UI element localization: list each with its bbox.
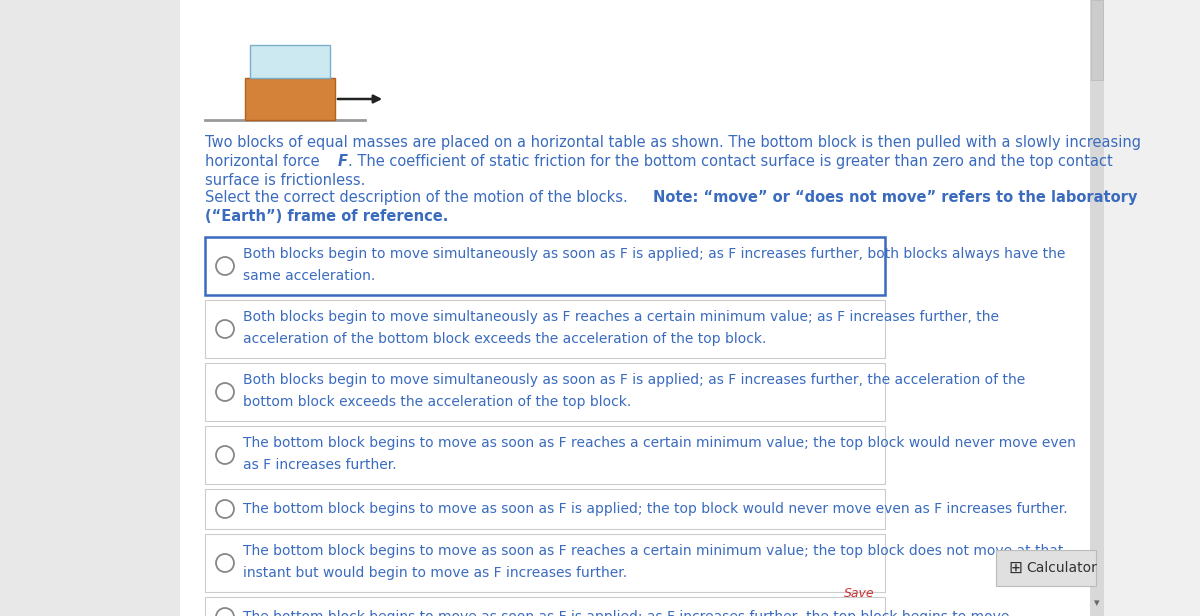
Text: F: F: [338, 154, 348, 169]
Text: The bottom block begins to move as soon as F is applied; as F increases further,: The bottom block begins to move as soon …: [242, 610, 1014, 616]
Text: Two blocks of equal masses are placed on a horizontal table as shown. The bottom: Two blocks of equal masses are placed on…: [205, 135, 1141, 150]
Bar: [205, 597, 886, 616]
Text: acceleration of the bottom block exceeds the acceleration of the top block.: acceleration of the bottom block exceeds…: [242, 333, 767, 346]
Bar: [1090, 0, 1200, 616]
Text: Select the correct description of the motion of the blocks.: Select the correct description of the mo…: [205, 190, 632, 205]
Text: . The coefficient of static friction for the bottom contact surface is greater t: . The coefficient of static friction for…: [348, 154, 1112, 169]
Text: bottom block exceeds the acceleration of the top block.: bottom block exceeds the acceleration of…: [242, 395, 631, 410]
Text: ▾: ▾: [1094, 598, 1100, 608]
Text: Both blocks begin to move simultaneously as F reaches a certain minimum value; a: Both blocks begin to move simultaneously…: [242, 310, 998, 325]
Text: Note: “move” or “does not move” refers to the laboratory: Note: “move” or “does not move” refers t…: [653, 190, 1138, 205]
Bar: [205, 426, 886, 484]
Bar: [205, 489, 886, 529]
Bar: [205, 363, 886, 421]
Bar: [250, 45, 330, 78]
Bar: [205, 534, 886, 592]
Text: instant but would begin to move as F increases further.: instant but would begin to move as F inc…: [242, 567, 628, 580]
Bar: [1091, 0, 1103, 80]
Text: The bottom block begins to move as soon as F reaches a certain minimum value; th: The bottom block begins to move as soon …: [242, 545, 1063, 558]
Text: same acceleration.: same acceleration.: [242, 269, 376, 283]
Text: as F increases further.: as F increases further.: [242, 458, 397, 472]
Text: Both blocks begin to move simultaneously as soon as F is applied; as F increases: Both blocks begin to move simultaneously…: [242, 248, 1066, 261]
Text: Calculator: Calculator: [1026, 561, 1097, 575]
Text: (“Earth”) frame of reference.: (“Earth”) frame of reference.: [205, 209, 449, 224]
Text: horizontal force: horizontal force: [205, 154, 324, 169]
Text: surface is frictionless.: surface is frictionless.: [205, 173, 365, 188]
Bar: [180, 0, 1090, 616]
Bar: [205, 300, 886, 358]
Text: The bottom block begins to move as soon as F reaches a certain minimum value; th: The bottom block begins to move as soon …: [242, 436, 1076, 450]
Bar: [1090, 0, 1104, 616]
Text: Both blocks begin to move simultaneously as soon as F is applied; as F increases: Both blocks begin to move simultaneously…: [242, 373, 1025, 387]
Bar: [0, 0, 180, 616]
Bar: [996, 550, 1096, 586]
Text: The bottom block begins to move as soon as F is applied; the top block would nev: The bottom block begins to move as soon …: [242, 502, 1068, 516]
Text: ⊞: ⊞: [1008, 559, 1022, 577]
Bar: [245, 78, 335, 120]
Bar: [205, 237, 886, 295]
Text: Save: Save: [845, 587, 875, 600]
